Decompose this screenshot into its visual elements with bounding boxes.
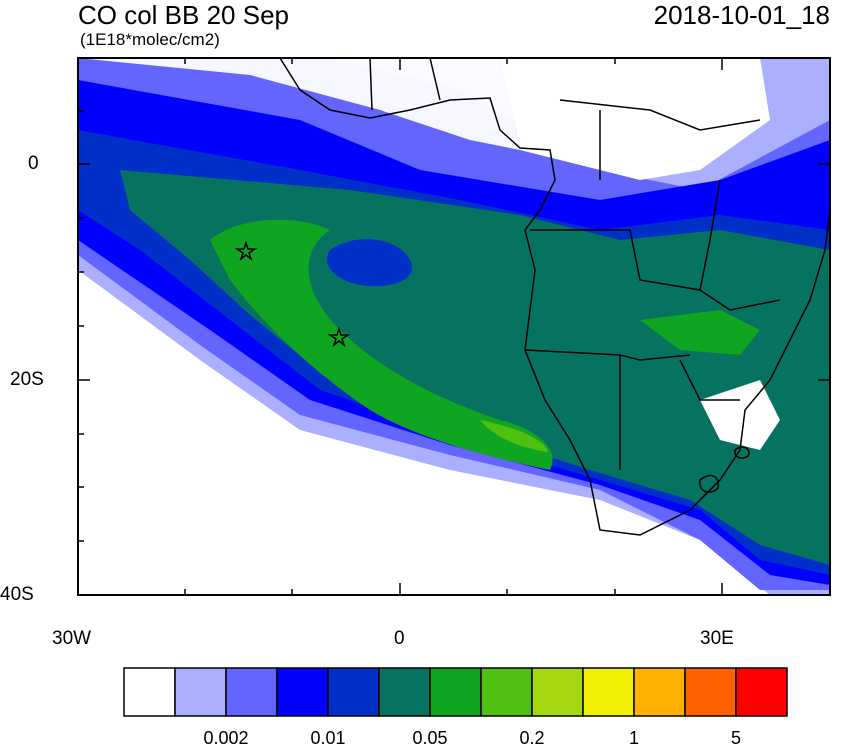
colorbar-swatch	[633, 667, 686, 717]
colorbar-swatch	[480, 667, 533, 717]
colorbar-swatch	[327, 667, 380, 717]
colorbar-swatch	[531, 667, 584, 717]
colorbar-swatch	[378, 667, 431, 717]
datetime-label: 2018-10-01_18	[653, 0, 830, 30]
colorbar-swatch	[684, 667, 737, 717]
map-title: CO col BB 20 Sep	[78, 0, 289, 30]
lat-label-20s: 20S	[10, 369, 44, 390]
colorbar-swatch	[735, 667, 788, 717]
colorbar-label: 0.01	[310, 728, 346, 748]
colorbar-swatch	[174, 667, 227, 717]
colorbar	[123, 667, 788, 717]
axis-ticks	[78, 58, 831, 596]
marker-star-2	[327, 326, 351, 348]
colorbar-swatch	[276, 667, 329, 717]
lat-label-40s: 40S	[0, 584, 34, 605]
colorbar-swatch	[225, 667, 278, 717]
colorbar-label: 5	[730, 728, 741, 748]
lat-label-0: 0	[28, 153, 39, 174]
colorbar-swatch	[582, 667, 635, 717]
lon-label-30e: 30E	[700, 628, 734, 649]
co-field	[78, 58, 830, 595]
colorbar-label: 0.002	[203, 728, 249, 748]
colorbar-label: 1	[628, 728, 639, 748]
country-borders	[279, 58, 830, 536]
colorbar-label: 0.05	[412, 728, 448, 748]
colorbar-label: 0.2	[519, 728, 545, 748]
colorbar-swatch	[123, 667, 176, 717]
lon-label-30w: 30W	[52, 628, 92, 649]
colorbar-swatch	[429, 667, 482, 717]
units-label: (1E18*molec/cm2)	[80, 30, 220, 49]
lon-label-0: 0	[394, 628, 405, 649]
marker-star-1	[234, 240, 258, 262]
